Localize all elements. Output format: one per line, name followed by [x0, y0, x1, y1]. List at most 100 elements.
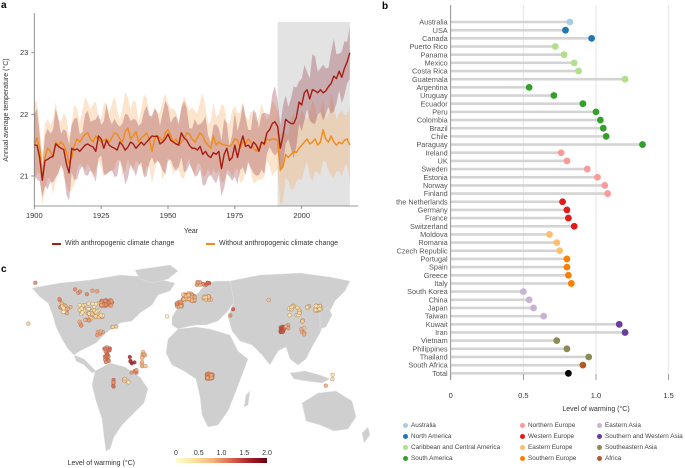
station-marker	[95, 289, 100, 294]
country-row: Thailand	[420, 353, 593, 362]
lollipop-dot	[585, 353, 593, 361]
legend-label: Southern and Western Asia	[605, 433, 683, 440]
series-line-without-acc	[33, 127, 351, 180]
station-marker	[79, 306, 84, 311]
station-marker	[330, 372, 335, 377]
country-row: Portugal	[421, 255, 571, 264]
legend-label: Australia	[411, 422, 436, 429]
country-label: Costa Rica	[412, 67, 449, 76]
country-row: Italy	[434, 279, 575, 288]
asia-landmass	[227, 272, 351, 366]
station-marker	[179, 300, 184, 305]
station-marker	[33, 280, 38, 285]
country-label: Norway	[423, 181, 448, 190]
x-axis-label: Year	[184, 228, 199, 235]
lollipop-dot	[579, 361, 587, 369]
station-marker	[287, 313, 292, 318]
country-label: Estonia	[423, 173, 448, 182]
lollipop-dot	[564, 214, 572, 222]
country-row: Puerto Rico	[410, 42, 559, 51]
country-label: Chile	[431, 132, 448, 141]
station-marker	[80, 310, 85, 315]
legend-label: North America	[411, 433, 452, 440]
x-axis-label: Level of warming (°C)	[562, 405, 629, 413]
colorbar-tick-label: 0.5	[194, 450, 204, 457]
station-marker	[93, 302, 98, 307]
country-row: Vietnam	[421, 336, 561, 345]
lollipop-dot	[530, 304, 537, 312]
country-label: Peru	[432, 107, 447, 116]
lollipop-dot	[570, 59, 578, 67]
country-label: Iran	[435, 328, 448, 337]
country-row: Greece	[424, 271, 572, 280]
country-label: Czech Republic	[397, 246, 448, 255]
country-row: China	[429, 295, 533, 304]
lollipop-dot	[639, 141, 646, 148]
country-label: Argentina	[416, 83, 448, 92]
station-marker	[122, 376, 127, 381]
station-marker	[174, 301, 179, 306]
lollipop-dot	[575, 67, 582, 75]
legend-item: Africa	[597, 455, 621, 462]
station-marker	[300, 319, 305, 324]
station-marker	[79, 323, 84, 328]
country-label: Brazil	[429, 124, 448, 133]
station-marker	[90, 312, 95, 317]
lollipop-dot	[550, 92, 558, 99]
legend-item-with-acc: With anthropogenic climate change	[52, 240, 174, 247]
station-marker	[139, 355, 145, 360]
y-tick-label: 22	[20, 110, 28, 119]
station-marker	[299, 327, 304, 332]
country-label: Moldova	[420, 230, 449, 239]
station-marker	[84, 292, 89, 297]
station-marker	[61, 306, 66, 311]
station-marker	[192, 295, 197, 300]
country-row: Australia	[419, 18, 574, 27]
lollipop-dot	[559, 198, 566, 206]
legend-dot-icon	[403, 445, 408, 450]
station-marker	[103, 360, 108, 365]
country-label: China	[429, 295, 449, 304]
lollipop-dot	[602, 132, 610, 140]
station-marker	[323, 383, 328, 388]
legend-dot-icon	[597, 434, 602, 439]
station-marker	[87, 318, 92, 323]
lollipop-dot	[564, 369, 572, 377]
country-label: Philippines	[412, 344, 448, 353]
station-marker	[231, 307, 236, 312]
station-marker	[186, 293, 191, 298]
station-marker	[103, 346, 108, 351]
lollipop-dot	[563, 255, 571, 263]
station-marker	[194, 282, 199, 287]
legend-dot-icon	[520, 445, 525, 450]
country-label: France	[425, 214, 448, 223]
station-marker	[134, 368, 139, 373]
country-row: Romania	[418, 238, 561, 247]
colorbar-tick-label: 1.5	[239, 450, 249, 457]
station-marker	[266, 298, 271, 303]
new-zealand-landmass	[361, 426, 371, 444]
country-row: Germany	[418, 206, 571, 215]
station-marker	[305, 305, 310, 310]
lollipop-dot	[564, 271, 572, 279]
temperature-timeseries-chart: 21 22 23 1900 1925 1950 1975 2000 Annual averag…	[2, 13, 358, 235]
country-row: UK	[438, 156, 571, 165]
country-row: Philippines	[412, 344, 571, 353]
legend-dot-icon	[520, 456, 525, 461]
lollipop-dot	[562, 26, 569, 34]
country-label: Uruguay	[420, 91, 448, 100]
country-label: Taiwan	[425, 312, 448, 321]
lollipop-dot	[546, 231, 553, 238]
legend-label: South America	[411, 455, 453, 462]
x-tick-label: 1975	[227, 211, 244, 220]
station-marker	[73, 287, 78, 292]
legend-swatch-icon	[206, 242, 215, 245]
lollipop-dot	[596, 116, 604, 124]
country-row: USA	[433, 26, 569, 35]
lollipop-dot	[556, 247, 564, 255]
station-marker	[111, 380, 116, 385]
country-row: Argentina	[416, 83, 533, 92]
lollipop-dot	[615, 320, 623, 328]
country-label: Paraguay	[416, 140, 448, 149]
legend-dot-icon	[597, 423, 602, 428]
